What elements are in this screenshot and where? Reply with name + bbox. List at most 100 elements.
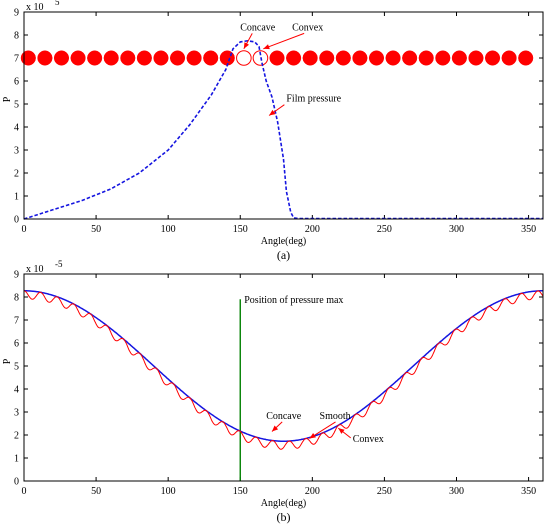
dimple-circle <box>435 50 451 66</box>
a-y-tick-label: 7 <box>14 54 19 65</box>
b-x-tick-label: 200 <box>305 486 320 497</box>
b-y-tick-label: 9 <box>14 270 19 281</box>
dimple-circle <box>20 50 36 66</box>
a-y-tick-label: 2 <box>14 169 19 180</box>
dimple-circle <box>368 50 385 66</box>
b-y-tick-label: 0 <box>14 477 19 488</box>
a-y-tick-label: 3 <box>14 146 19 157</box>
panel-a: P x 10 5 0 1 2 3 4 5 6 7 8 9 0 50 100 150 200 250 300 35… <box>2 0 544 262</box>
a-y-tick-label: 5 <box>14 100 19 111</box>
panel-a-annotation-arrow <box>263 32 305 50</box>
panel-a-caption: (a) <box>277 248 290 262</box>
a-x-tick-label: 250 <box>377 224 392 235</box>
dimple-circle <box>484 50 501 66</box>
panel-b-y-multiplier: x 10 <box>26 264 44 275</box>
panel-b-annotation-label: Smooth <box>320 411 351 422</box>
panel-a-x-axis-label: Angle(deg) <box>261 236 307 247</box>
a-y-tick-label: 0 <box>14 215 19 226</box>
panel-a-annotation-arrow-head <box>243 42 250 49</box>
a-x-tick-label: 50 <box>91 224 101 235</box>
dimple-circle <box>335 50 351 66</box>
panel-b-annotation-arrow-head <box>309 433 316 439</box>
a-y-tick-label: 8 <box>14 31 19 42</box>
panel-a-y-ticks: 0 1 2 3 4 5 6 7 8 9 <box>14 8 543 226</box>
panel-a-y-axis-label: P <box>2 96 13 102</box>
film-pressure-line <box>23 39 543 220</box>
panel-b-annotations: Concave Smooth Convex <box>266 411 384 445</box>
panel-b: P x 10 -5 0 1 2 3 4 5 6 7 8 9 0 50 100 150 200 250 300 3… <box>2 259 544 524</box>
dimple-circle <box>103 50 119 66</box>
b-x-tick-label: 100 <box>161 486 176 497</box>
a-y-tick-label: 6 <box>14 77 19 88</box>
dimple-circle <box>153 50 169 66</box>
panel-a-dimples <box>20 50 534 66</box>
panel-a-frame <box>23 11 544 220</box>
textured-curve <box>23 290 544 450</box>
b-x-tick-label: 50 <box>91 486 101 497</box>
panel-b-y-exponent: -5 <box>55 259 63 269</box>
b-x-tick-label: 0 <box>22 486 27 497</box>
hollow-dimple-circle <box>236 50 252 66</box>
dimple-circle <box>302 50 318 66</box>
panel-a-y-multiplier: x 10 <box>26 2 44 13</box>
b-y-tick-label: 4 <box>14 385 19 396</box>
dimple-circle <box>120 50 136 66</box>
panel-b-frame <box>23 273 544 482</box>
a-y-tick-label: 9 <box>14 8 19 19</box>
panel-a-annotation-arrow-head <box>263 44 270 50</box>
panel-b-annotation-arrow-head <box>338 428 345 434</box>
b-y-tick-label: 5 <box>14 362 19 373</box>
dimple-circle <box>385 50 401 66</box>
panel-a-y-exponent: 5 <box>55 0 60 7</box>
dimple-circle <box>501 50 517 66</box>
panel-b-annotation-arrow-head <box>271 425 279 432</box>
dimple-circle <box>418 50 434 66</box>
b-x-tick-label: 300 <box>449 486 464 497</box>
a-x-tick-label: 100 <box>161 224 176 235</box>
b-y-tick-label: 8 <box>14 293 19 304</box>
a-x-tick-label: 150 <box>233 224 248 235</box>
a-y-tick-label: 4 <box>14 123 19 134</box>
panel-b-x-ticks: 0 50 100 150 200 250 300 350 <box>22 274 536 497</box>
smooth-curve <box>24 290 543 442</box>
a-x-tick-label: 300 <box>449 224 464 235</box>
dimple-circle <box>136 50 152 66</box>
panel-a-annotations: Concave Convex Film pressure <box>240 22 342 116</box>
pressure-max-label: Position of pressure max <box>244 295 343 306</box>
dimple-circle <box>169 50 186 66</box>
panel-a-annotation-label: Concave <box>240 22 276 33</box>
a-x-tick-label: 0 <box>22 224 27 235</box>
panel-b-annotation-label: Concave <box>266 411 302 422</box>
b-y-tick-label: 1 <box>14 454 19 465</box>
dimple-circle <box>451 50 467 66</box>
a-y-tick-label: 1 <box>14 192 19 203</box>
panel-b-annotation-label: Convex <box>353 434 384 445</box>
b-x-tick-label: 350 <box>521 486 536 497</box>
dimple-circle <box>319 50 335 66</box>
dimple-circle <box>37 50 53 66</box>
b-y-tick-label: 6 <box>14 339 19 350</box>
a-x-tick-label: 200 <box>305 224 320 235</box>
b-x-tick-label: 150 <box>233 486 248 497</box>
b-y-tick-label: 7 <box>14 316 19 327</box>
b-y-tick-label: 2 <box>14 431 19 442</box>
panel-b-y-axis-label: P <box>2 358 13 364</box>
panel-b-x-axis-label: Angle(deg) <box>261 498 307 509</box>
dimple-circle <box>53 50 70 66</box>
dimple-circle <box>203 50 219 66</box>
dimple-circle <box>518 50 534 66</box>
dimple-circle <box>402 50 418 66</box>
dimple-circle <box>468 50 484 66</box>
panel-b-caption: (b) <box>277 510 291 524</box>
dimple-circle <box>352 50 368 66</box>
dimple-circle <box>87 50 103 66</box>
b-x-tick-label: 250 <box>377 486 392 497</box>
a-x-tick-label: 350 <box>521 224 536 235</box>
dimple-circle <box>70 50 86 66</box>
panel-a-annotation-arrow-head <box>269 109 276 116</box>
panel-a-x-ticks: 0 50 100 150 200 250 300 350 <box>22 12 536 235</box>
b-y-tick-label: 3 <box>14 408 19 419</box>
dimple-circle <box>269 50 285 66</box>
panel-a-annotation-label: Film pressure <box>286 94 341 105</box>
